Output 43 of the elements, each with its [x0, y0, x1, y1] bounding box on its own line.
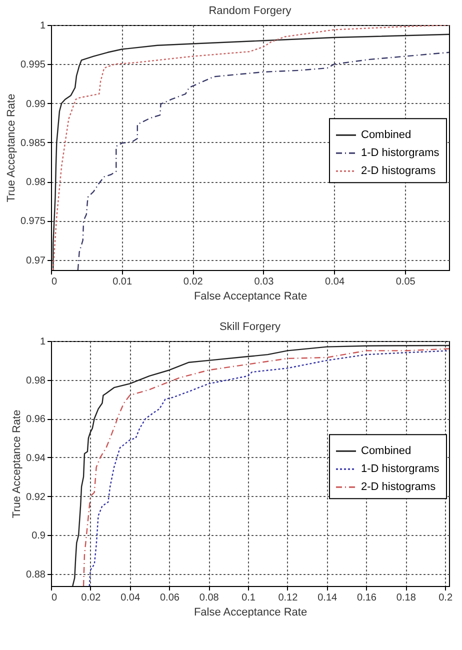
x-tick-label: 0.16 — [357, 592, 377, 604]
chart-title: Random Forgery — [208, 5, 292, 17]
y-tick-label: 0.88 — [26, 569, 46, 580]
y-tick-label: 0.92 — [26, 492, 46, 503]
x-tick-label: 0.12 — [278, 592, 298, 604]
y-tick-label: 0.98 — [26, 375, 46, 386]
y-tick-label: 0.97 — [26, 255, 46, 266]
x-tick-label: 0.14 — [318, 592, 338, 604]
x-tick-label: 0.1 — [242, 592, 256, 604]
y-axis-title: True Acceptance Rate — [5, 94, 18, 202]
x-axis-title: False Acceptance Rate — [194, 606, 308, 618]
x-tick-label: 0.04 — [325, 276, 345, 288]
x-tick-label: 0 — [52, 592, 58, 604]
y-tick-label: 0.975 — [20, 216, 46, 228]
legend-label: 1-D historgrams — [361, 147, 440, 160]
x-tick-label: 0.01 — [112, 276, 132, 288]
y-tick-label: 0.98 — [26, 177, 46, 188]
x-tick-label: 0.2 — [438, 592, 453, 604]
y-tick-label: 0.9 — [32, 530, 46, 542]
x-axis-title: False Acceptance Rate — [194, 290, 308, 302]
y-tick-label: 0.995 — [20, 60, 46, 71]
y-tick-label: 0.96 — [26, 414, 46, 426]
x-tick-label: 0.02 — [81, 592, 102, 604]
legend-label: Combined — [361, 445, 412, 458]
x-tick-label: 0.04 — [120, 592, 140, 604]
legend-label: Combined — [361, 129, 412, 142]
legend-label: 1-D historgrams — [361, 463, 440, 476]
x-tick-label: 0 — [52, 276, 58, 288]
y-tick-label: 0.94 — [26, 452, 46, 464]
legend-label: 2-D histograms — [361, 165, 436, 178]
y-tick-label: 0.985 — [20, 138, 46, 149]
x-tick-label: 0.08 — [199, 592, 220, 604]
chart-title: Skill Forgery — [219, 321, 282, 333]
y-tick-label: 0.99 — [26, 98, 46, 110]
legend-label: 2-D histograms — [361, 481, 436, 494]
y-tick-label: 1 — [40, 20, 46, 32]
x-tick-label: 0.18 — [396, 592, 416, 604]
y-tick-label: 1 — [40, 336, 46, 348]
x-tick-label: 0.02 — [183, 276, 204, 288]
y-axis-title: True Acceptance Rate — [11, 410, 24, 518]
x-tick-label: 0.06 — [160, 592, 180, 604]
x-tick-label: 0.05 — [396, 276, 416, 288]
x-tick-label: 0.03 — [254, 276, 274, 288]
